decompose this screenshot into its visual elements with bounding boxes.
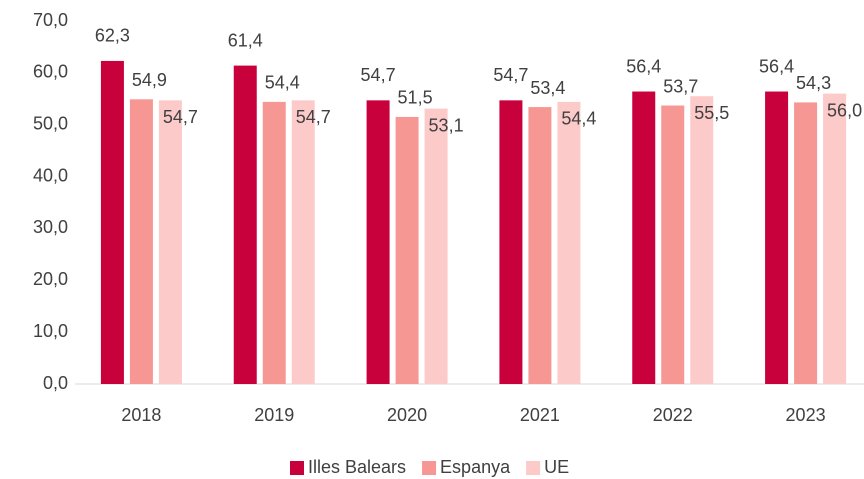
data-label: 56,0 [827,100,862,120]
data-label: 54,4 [561,109,596,129]
x-tick-label: 2022 [653,405,693,425]
legend-label: Illes Balears [308,457,406,477]
bar [395,116,419,384]
y-tick-label: 30,0 [33,217,68,237]
bar [366,100,390,384]
data-label: 53,1 [429,115,464,135]
bar [632,91,656,385]
data-label: 51,5 [398,88,433,108]
bar [129,99,153,384]
legend-label: UE [544,457,569,477]
bar [262,101,286,384]
bar [158,100,182,384]
y-tick-label: 40,0 [33,165,68,185]
bar [100,60,124,385]
bar [794,102,818,384]
bar [557,101,581,384]
x-tick-label: 2021 [520,405,560,425]
bar [528,107,552,384]
y-tick-label: 10,0 [33,321,68,341]
legend-swatch [290,461,304,475]
data-label: 56,4 [759,56,794,76]
y-tick-label: 60,0 [33,62,68,82]
y-tick-label: 0,0 [43,373,68,393]
legend-swatch [526,461,541,475]
bar [661,105,685,384]
bar [291,100,315,384]
x-tick-label: 2019 [254,405,294,425]
data-label: 54,7 [296,107,331,127]
bar [823,93,847,384]
x-tick-label: 2020 [387,405,427,425]
bar [690,96,714,384]
data-label: 54,3 [796,73,831,93]
data-label: 54,7 [163,107,198,127]
data-label: 54,9 [132,70,167,90]
bar [424,108,448,384]
data-label: 54,7 [493,65,528,85]
y-tick-label: 20,0 [33,269,68,289]
bar [233,65,257,385]
legend-swatch [422,461,437,475]
legend-label: Espanya [440,457,511,477]
data-label: 54,4 [265,73,300,93]
x-tick-label: 2023 [786,405,826,425]
data-label: 53,7 [663,76,698,96]
data-label: 53,4 [530,78,565,98]
x-tick-label: 2018 [121,405,161,425]
data-label: 62,3 [95,26,130,46]
data-label: 54,7 [361,65,396,85]
data-label: 55,5 [694,103,729,123]
bar [499,100,523,384]
data-label: 56,4 [626,56,661,76]
bar [765,91,789,385]
y-tick-label: 70,0 [33,10,68,30]
y-tick-label: 50,0 [33,113,68,133]
data-label: 61,4 [228,30,263,50]
